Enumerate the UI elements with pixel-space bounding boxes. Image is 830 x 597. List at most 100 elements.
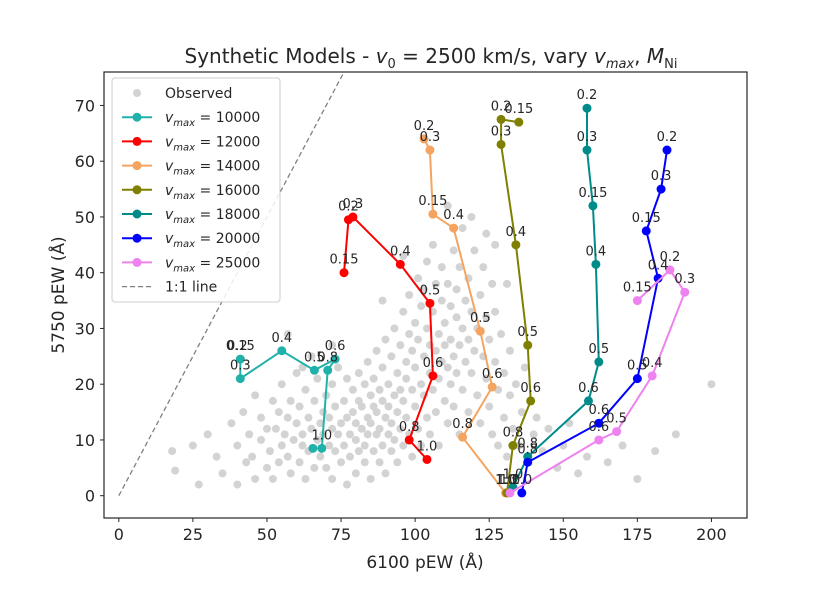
observed-point bbox=[351, 435, 360, 444]
observed-point bbox=[396, 341, 405, 350]
point-label: 0.5 bbox=[420, 283, 441, 298]
observed-point bbox=[470, 346, 479, 355]
observed-point bbox=[399, 396, 408, 405]
point-label: 0.2 bbox=[227, 339, 248, 354]
observed-point bbox=[417, 441, 426, 450]
observed-point bbox=[390, 391, 399, 400]
observed-point bbox=[292, 369, 301, 378]
series-point-20000 bbox=[656, 184, 666, 194]
series-point-25000 bbox=[665, 265, 675, 275]
observed-point bbox=[292, 419, 301, 428]
point-label: 0.4 bbox=[506, 225, 527, 240]
point-label: 0.6 bbox=[578, 381, 599, 396]
observed-point bbox=[384, 402, 393, 411]
point-label: 1.0 bbox=[417, 439, 438, 454]
observed-point bbox=[396, 385, 405, 394]
point-label: 0.2 bbox=[660, 250, 681, 265]
series-point-18000 bbox=[588, 201, 598, 211]
point-label: 1.0 bbox=[311, 428, 332, 443]
observed-point bbox=[342, 374, 351, 383]
observed-point bbox=[491, 357, 500, 366]
observed-point bbox=[482, 313, 491, 322]
point-label: 1.0 bbox=[500, 473, 521, 488]
observed-point bbox=[488, 279, 497, 288]
observed-point bbox=[422, 257, 431, 266]
legend-marker-observed bbox=[133, 89, 141, 97]
observed-point bbox=[437, 357, 446, 366]
y-tick-label: 10 bbox=[75, 431, 95, 450]
observed-point bbox=[494, 441, 503, 450]
observed-point bbox=[467, 212, 476, 221]
legend-label-reference: 1:1 line bbox=[165, 280, 217, 296]
observed-point bbox=[414, 335, 423, 344]
series-point-25000 bbox=[594, 435, 604, 445]
observed-point bbox=[437, 263, 446, 272]
observed-point bbox=[425, 430, 434, 439]
point-label: 0.4 bbox=[586, 244, 607, 259]
series-point-20000 bbox=[653, 273, 663, 283]
series-point-10000 bbox=[323, 365, 333, 375]
legend-label-16000: vmax = 16000 bbox=[165, 183, 260, 202]
point-label: 0.8 bbox=[517, 437, 538, 452]
observed-point bbox=[307, 424, 316, 433]
series-point-25000 bbox=[612, 427, 622, 437]
observed-point bbox=[511, 380, 520, 389]
observed-point bbox=[168, 447, 177, 456]
observed-point bbox=[274, 408, 283, 417]
observed-point bbox=[334, 363, 343, 372]
legend-marker-18000 bbox=[132, 209, 142, 219]
series-line-18000 bbox=[511, 108, 600, 488]
legend-marker-12000 bbox=[132, 136, 142, 146]
observed-point bbox=[440, 318, 449, 327]
observed-point bbox=[502, 452, 511, 461]
y-tick-label: 30 bbox=[75, 319, 95, 338]
observed-point bbox=[378, 296, 387, 305]
point-label: 0.8 bbox=[317, 350, 338, 365]
y-axis-label: 5750 pEW (Å) bbox=[47, 236, 69, 353]
series-point-12000 bbox=[425, 298, 435, 308]
observed-point bbox=[277, 441, 286, 450]
point-label: 0.4 bbox=[648, 258, 669, 273]
observed-point bbox=[470, 246, 479, 255]
observed-point bbox=[603, 458, 612, 467]
legend-marker-20000 bbox=[132, 233, 142, 243]
legend-label-10000: vmax = 10000 bbox=[165, 110, 260, 129]
observed-point bbox=[262, 424, 271, 433]
point-label: 0.2 bbox=[491, 99, 512, 114]
observed-point bbox=[464, 408, 473, 417]
series-point-14000 bbox=[487, 382, 497, 392]
observed-point bbox=[520, 363, 529, 372]
observed-point bbox=[393, 369, 402, 378]
observed-point bbox=[405, 291, 414, 299]
observed-point bbox=[618, 441, 627, 450]
legend: Observed vmax = 10000 vmax = 12000 vmax = 1… bbox=[111, 77, 281, 303]
point-label: 0.2 bbox=[414, 119, 435, 134]
observed-point bbox=[340, 396, 349, 405]
observed-point bbox=[422, 324, 431, 333]
observed-point bbox=[449, 246, 458, 255]
observed-point bbox=[411, 402, 420, 411]
observed-point bbox=[393, 408, 402, 417]
series-point-10000 bbox=[330, 354, 340, 364]
point-label: 0.15 bbox=[504, 102, 533, 117]
observed-point bbox=[203, 430, 212, 439]
point-label: 0.5 bbox=[588, 342, 609, 357]
observed-point bbox=[351, 469, 360, 478]
series-line-20000 bbox=[520, 149, 668, 494]
observed-point bbox=[443, 363, 452, 372]
x-tick-label: 150 bbox=[548, 525, 579, 544]
y-tick-label: 0 bbox=[85, 487, 95, 506]
observed-point bbox=[449, 352, 458, 361]
point-label: 0.4 bbox=[390, 244, 411, 259]
observed-point bbox=[283, 452, 292, 461]
observed-point bbox=[491, 240, 500, 249]
observed-point bbox=[408, 346, 417, 355]
observed-point bbox=[340, 441, 349, 450]
observed-point bbox=[671, 430, 680, 439]
series-point-14000 bbox=[428, 209, 438, 219]
observed-point bbox=[428, 240, 437, 249]
observed-point bbox=[505, 346, 514, 355]
observed-point bbox=[497, 330, 506, 339]
series-point-16000 bbox=[508, 441, 518, 451]
